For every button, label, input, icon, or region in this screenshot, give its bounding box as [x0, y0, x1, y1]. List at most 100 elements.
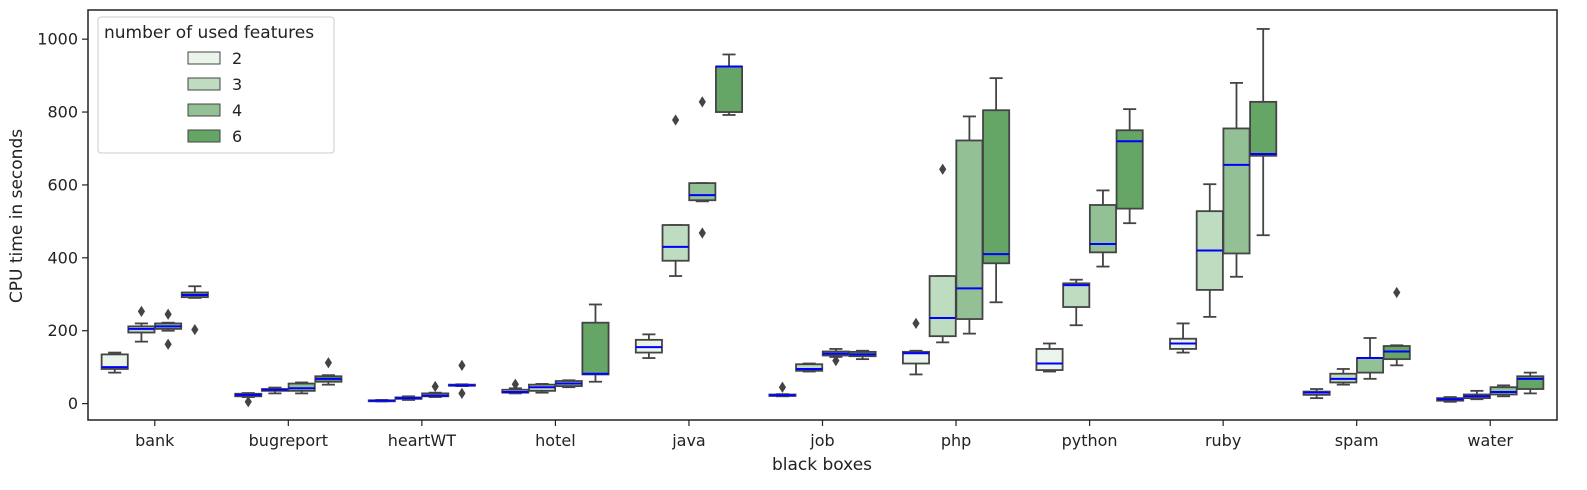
- x-tick-label: python: [1062, 431, 1118, 450]
- box-iqr: [982, 109, 1011, 265]
- box-bugreport-4: [287, 381, 316, 395]
- outlier-point: [939, 163, 947, 175]
- box-hotel-3: [528, 383, 557, 394]
- box-iqr: [1088, 204, 1117, 254]
- box-bank-2: [100, 351, 129, 374]
- box-iqr: [715, 65, 744, 113]
- box-job-4: [821, 348, 850, 367]
- box-job-6: [848, 349, 877, 361]
- box-iqr: [928, 275, 957, 338]
- y-tick-label: 800: [47, 103, 78, 122]
- x-tick-label: bank: [135, 431, 175, 450]
- box-php-2: [901, 317, 930, 376]
- box-java-4: [688, 96, 717, 239]
- legend: number of used features 2 3 4 6: [97, 16, 335, 154]
- legend-title: number of used features: [104, 23, 314, 43]
- box-heartWT-3: [394, 395, 423, 401]
- box-ruby-6: [1249, 28, 1278, 237]
- y-tick-label: 200: [47, 321, 78, 340]
- box-bugreport-6: [314, 357, 343, 386]
- box-bank-6: [180, 285, 209, 336]
- x-tick-label: hotel: [535, 431, 576, 450]
- box-php-6: [982, 77, 1011, 304]
- box-iqr: [955, 139, 984, 320]
- box-iqr: [661, 224, 690, 262]
- x-tick-label: ruby: [1205, 431, 1241, 450]
- box-iqr: [1062, 282, 1091, 308]
- y-tick-label: 0: [68, 394, 78, 413]
- box-iqr: [1356, 357, 1385, 374]
- box-iqr: [1382, 345, 1411, 361]
- box-iqr: [1222, 127, 1251, 255]
- outlier-point: [324, 357, 332, 369]
- legend-label-3: 3: [232, 75, 242, 94]
- box-ruby-4: [1222, 81, 1251, 278]
- box-iqr: [1115, 129, 1144, 210]
- legend-swatch-6: [187, 129, 221, 143]
- legend-swatch-4: [187, 103, 221, 117]
- outlier-point: [832, 354, 840, 367]
- box-hotel-4: [554, 379, 583, 389]
- y-tick-label: 400: [47, 248, 78, 267]
- box-iqr: [1489, 386, 1518, 396]
- box-water-2: [1436, 396, 1465, 403]
- box-spam-6: [1382, 286, 1411, 367]
- outlier-point: [458, 359, 466, 371]
- box-php-3: [928, 163, 957, 344]
- y-tick-label: 600: [47, 175, 78, 194]
- outlier-point: [778, 381, 787, 393]
- box-python-2: [1035, 342, 1064, 373]
- box-iqr: [581, 321, 610, 376]
- box-water-4: [1489, 384, 1518, 398]
- box-water-6: [1516, 371, 1545, 395]
- x-tick-label: php: [941, 431, 971, 450]
- box-job-3: [795, 362, 824, 373]
- box-python-3: [1062, 278, 1091, 327]
- x-tick-label: java: [671, 431, 706, 450]
- outlier-point: [244, 396, 252, 408]
- box-bugreport-3: [260, 386, 289, 395]
- outlier-point: [164, 338, 172, 350]
- plot-frame: [87, 9, 1558, 421]
- box-ruby-2: [1169, 322, 1198, 354]
- x-tick-label: water: [1467, 431, 1513, 450]
- y-tick-label: 1000: [37, 30, 78, 49]
- outlier-point: [191, 323, 199, 336]
- box-ruby-3: [1195, 183, 1224, 318]
- box-heartWT-2: [367, 399, 396, 403]
- box-java-3: [661, 114, 690, 277]
- box-heartWT-4: [421, 380, 450, 398]
- x-axis-label: black boxes: [772, 455, 872, 475]
- box-spam-4: [1356, 337, 1385, 380]
- box-java-6: [715, 53, 744, 116]
- y-axis-label: CPU time in seconds: [7, 129, 27, 303]
- x-tick-label: spam: [1335, 431, 1379, 450]
- outlier-point: [1393, 286, 1401, 299]
- outlier-point: [458, 387, 466, 400]
- box-bugreport-2: [234, 392, 263, 408]
- legend-swatch-2: [187, 51, 221, 65]
- plot-area: 0 200 400 600 800 1000 bank bugreport heartWT hot…: [37, 9, 1558, 450]
- outlier-point: [698, 227, 706, 239]
- box-heartWT-6: [447, 359, 476, 400]
- box-bank-3: [127, 305, 156, 343]
- x-tick-label: bugreport: [249, 431, 328, 450]
- legend-label-4: 4: [232, 101, 242, 120]
- box-iqr: [287, 382, 316, 392]
- box-java-2: [634, 333, 663, 359]
- legend-label-2: 2: [232, 49, 242, 68]
- box-php-4: [955, 115, 984, 335]
- box-python-6: [1115, 108, 1144, 225]
- outlier-point: [511, 378, 519, 390]
- outlier-point: [431, 380, 439, 393]
- x-tick-label: heartWT: [388, 431, 456, 450]
- box-iqr: [688, 182, 717, 202]
- legend-label-6: 6: [232, 127, 242, 146]
- outlier-point: [137, 305, 146, 318]
- box-iqr: [100, 353, 129, 370]
- box-iqr: [1249, 100, 1278, 157]
- box-python-4: [1088, 189, 1117, 268]
- box-hotel-2: [501, 378, 530, 395]
- outlier-point: [912, 317, 920, 330]
- box-spam-3: [1329, 368, 1358, 386]
